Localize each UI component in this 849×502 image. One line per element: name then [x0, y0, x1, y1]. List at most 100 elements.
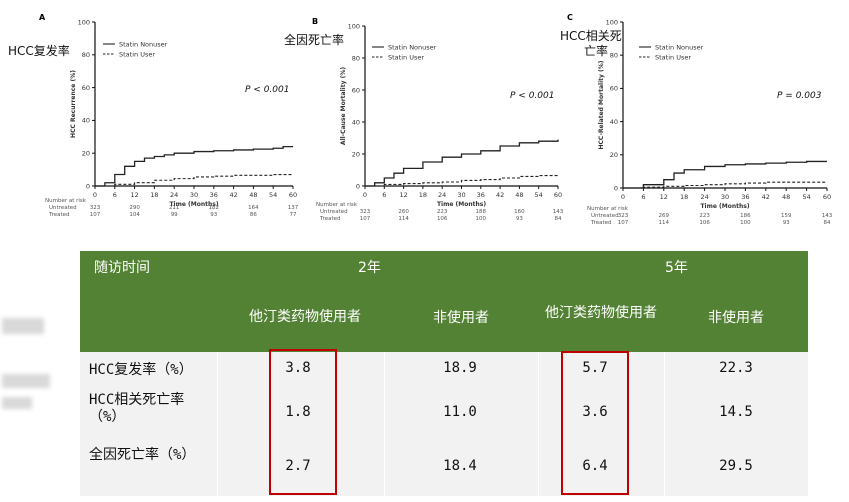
x-tick-label: 36 [741, 193, 749, 201]
risk-value: 93 [516, 216, 523, 222]
legend-label: Statin Nonuser [388, 43, 437, 51]
x-tick-label: 6 [641, 193, 645, 201]
p-value-label: P < 0.001 [510, 91, 554, 101]
risk-value: 160 [514, 209, 525, 215]
y-tick-label: 80 [82, 51, 90, 59]
x-axis-label: Time (Months) [437, 201, 486, 208]
x-tick-label: 42 [762, 193, 770, 201]
risk-value: 186 [740, 213, 751, 219]
risk-value: 114 [398, 216, 409, 222]
x-tick-label: 6 [382, 191, 386, 199]
risk-value: 269 [659, 213, 670, 219]
risk-table-title: Number at risk [45, 198, 87, 204]
x-tick-label: 48 [782, 193, 790, 201]
chart-b-svg: B 0 20 40 60 80 100 0 6 12 18 24 30 36 42 48 54 60 Time (M… [312, 17, 564, 222]
x-tick-label: 36 [210, 191, 218, 199]
y-tick-label: 80 [610, 52, 618, 60]
x-tick-label: 24 [438, 191, 446, 199]
highlight-box-5y-statin [561, 351, 629, 495]
y-tick-label: 20 [82, 150, 90, 158]
risk-value: 323 [90, 205, 101, 211]
table-cell: 1.8 [285, 404, 311, 420]
table-row-label: HCC复发率（%） [89, 362, 193, 378]
series-line-nonuser [623, 160, 827, 189]
risk-value: 106 [699, 220, 710, 226]
x-tick-label: 60 [289, 191, 297, 199]
blurred-artifact [2, 318, 44, 334]
risk-value: 100 [740, 220, 751, 226]
risk-value: 164 [248, 205, 259, 211]
risk-value: 93 [783, 220, 790, 226]
legend-label: Statin User [388, 53, 424, 61]
series-line-nonuser [365, 139, 559, 187]
col-divider [217, 352, 218, 496]
risk-value: 107 [360, 216, 371, 222]
y-tick-label: 0 [356, 182, 360, 190]
risk-value: 84 [824, 220, 831, 226]
risk-value: 159 [781, 213, 792, 219]
x-tick-label: 48 [515, 191, 523, 199]
chart-c-cn-label-line1: HCC相关死 [560, 29, 622, 44]
series-line-user [95, 173, 293, 187]
x-tick-label: 18 [680, 193, 688, 201]
x-tick-label: 24 [700, 193, 708, 201]
x-tick-label: 30 [457, 191, 465, 199]
series-line-nonuser [95, 145, 293, 187]
x-axis-label: Time (Months) [700, 203, 749, 210]
risk-row-label: Untreated [591, 213, 619, 219]
x-tick-label: 30 [190, 191, 198, 199]
col-divider [664, 352, 665, 496]
y-axis-label: HCC-Related Mortality (%) [598, 60, 605, 149]
risk-value: 100 [476, 216, 487, 222]
x-tick-label: 36 [477, 191, 485, 199]
x-tick-label: 54 [535, 191, 543, 199]
legend-label: Statin User [655, 53, 691, 61]
risk-value: 260 [398, 209, 409, 215]
table-cell: 11.0 [443, 404, 477, 420]
blurred-artifact [2, 397, 32, 409]
risk-value: 84 [555, 216, 562, 222]
y-tick-label: 40 [352, 118, 360, 126]
y-tick-label: 100 [78, 18, 90, 26]
table-cell: 29.5 [719, 458, 753, 474]
risk-row-label: Treated [590, 220, 611, 226]
risk-value: 86 [250, 212, 257, 218]
table-cell: 5.7 [582, 360, 608, 376]
y-tick-label: 80 [352, 54, 360, 62]
chart-c-cn-label-line2: 亡率 [584, 44, 609, 58]
y-tick-label: 100 [606, 18, 618, 26]
header-2year: 2年 [358, 260, 381, 276]
risk-value: 323 [618, 213, 629, 219]
chart-panel-b: B 0 20 40 60 80 100 0 6 12 18 24 30 36 42 48 54 60 Time (M… [310, 14, 575, 239]
panel-letter: B [312, 17, 318, 26]
col-divider [538, 352, 539, 496]
p-value-label: P = 0.003 [777, 91, 822, 101]
chart-a-cn-label: HCC复发率 [8, 44, 70, 59]
risk-value: 104 [129, 212, 140, 218]
x-tick-label: 42 [496, 191, 504, 199]
x-tick-label: 18 [150, 191, 158, 199]
risk-value: 107 [618, 220, 629, 226]
chart-c-svg: C 0 20 40 60 80 100 0 6 12 18 24 30 36 42 48 54 60 Time (M… [567, 13, 833, 226]
y-tick-label: 60 [82, 84, 90, 92]
risk-table-title: Number at risk [316, 202, 358, 208]
risk-value: 77 [290, 212, 297, 218]
p-value-label: P < 0.001 [245, 85, 289, 95]
series-line-user [623, 181, 827, 189]
risk-row-label: Untreated [320, 209, 348, 215]
table-cell: 2.7 [285, 458, 311, 474]
risk-value: 137 [288, 205, 299, 211]
risk-table-title: Number at risk [587, 206, 629, 212]
x-tick-label: 12 [130, 191, 138, 199]
risk-value: 223 [699, 213, 710, 219]
risk-value: 323 [360, 209, 371, 215]
subheader-statin-5y: 他汀类药物使用者 [545, 305, 657, 321]
y-tick-label: 60 [352, 86, 360, 94]
x-tick-label: 0 [363, 191, 367, 199]
blurred-artifact [2, 374, 50, 388]
highlight-box-2y-statin [269, 349, 337, 495]
x-tick-label: 0 [93, 191, 97, 199]
x-tick-label: 54 [269, 191, 277, 199]
y-tick-label: 60 [610, 85, 618, 93]
y-tick-label: 40 [82, 117, 90, 125]
